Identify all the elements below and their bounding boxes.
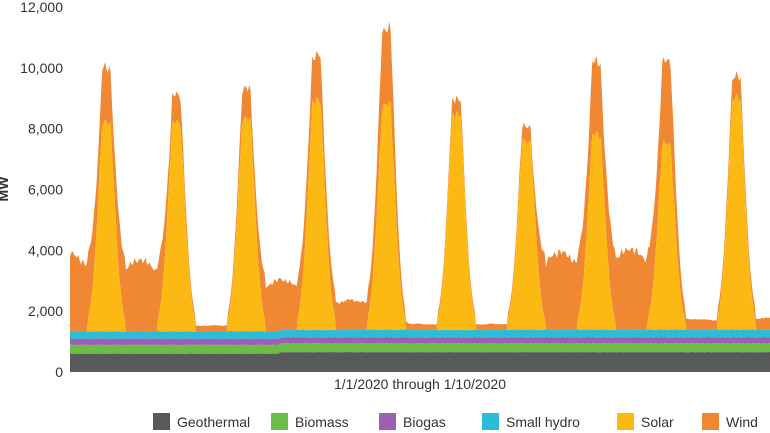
legend-label: Solar <box>641 414 674 430</box>
legend-item-wind: Wind <box>702 413 758 430</box>
legend-item-geothermal: Geothermal <box>153 413 250 430</box>
legend-swatch <box>702 413 719 430</box>
legend-label: Biomass <box>295 414 349 430</box>
y-tick-label: 2,000 <box>28 303 63 319</box>
legend-item-small-hydro: Small hydro <box>482 413 580 430</box>
stacked-areas <box>70 21 770 372</box>
legend-item-biogas: Biogas <box>379 413 446 430</box>
x-axis-caption: 1/1/2020 through 1/10/2020 <box>334 376 506 392</box>
legend-label: Small hydro <box>506 414 580 430</box>
area-small-hydro <box>70 329 770 340</box>
y-axis-ticks: 0 2,000 4,000 6,000 8,000 10,000 12,000 <box>20 0 63 380</box>
y-tick-label: 0 <box>55 364 63 380</box>
area-biomass <box>70 342 770 355</box>
legend-swatch <box>379 413 396 430</box>
legend-item-solar: Solar <box>617 413 674 430</box>
area-wind <box>70 21 770 333</box>
y-tick-label: 4,000 <box>28 242 63 258</box>
y-axis-title: MW <box>0 176 11 202</box>
legend-label: Wind <box>726 414 758 430</box>
legend-item-biomass: Biomass <box>271 413 349 430</box>
legend-label: Biogas <box>403 414 446 430</box>
y-tick-label: 12,000 <box>20 0 63 15</box>
legend-swatch <box>271 413 288 430</box>
area-geothermal <box>70 351 770 372</box>
y-tick-label: 6,000 <box>28 182 63 198</box>
y-tick-label: 8,000 <box>28 121 63 137</box>
legend-swatch <box>153 413 170 430</box>
area-biogas <box>70 336 770 346</box>
legend-swatch <box>482 413 499 430</box>
area-solar <box>70 93 770 333</box>
y-tick-label: 10,000 <box>20 60 63 76</box>
legend-swatch <box>617 413 634 430</box>
legend-label: Geothermal <box>177 414 250 430</box>
legend: Geothermal Biomass Biogas Small hydro Solar W… <box>153 413 758 430</box>
